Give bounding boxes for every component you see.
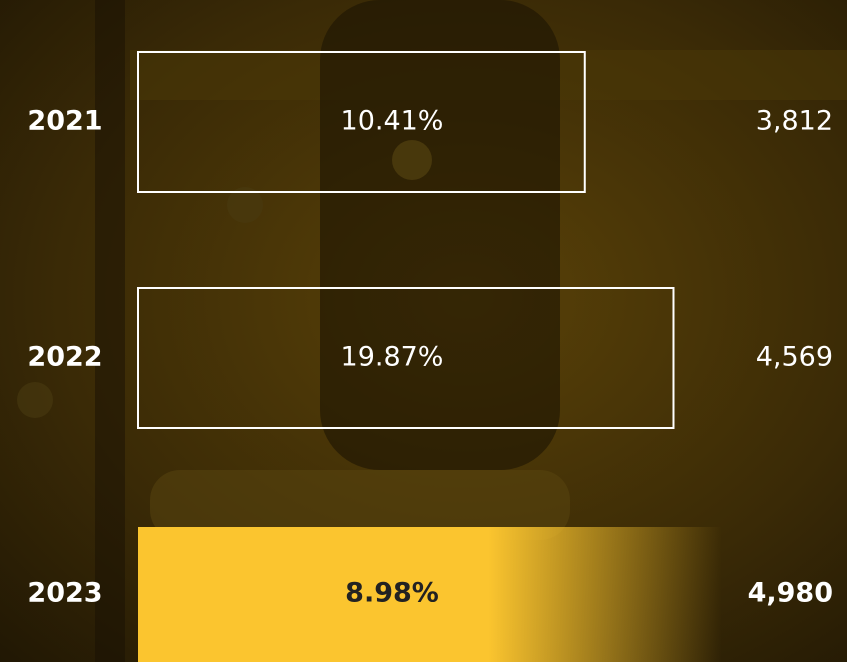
page: {"chart_data": {"type": "bar", "orientat… — [0, 0, 847, 662]
value-label: 3,812 — [756, 106, 833, 137]
category-label: 2023 — [27, 578, 102, 609]
value-label: 4,980 — [748, 578, 833, 609]
value-label: 4,569 — [756, 342, 833, 373]
change-label: 8.98% — [345, 578, 439, 609]
change-label: 19.87% — [341, 342, 444, 373]
category-label: 2021 — [27, 106, 102, 137]
change-label: 10.41% — [341, 106, 444, 137]
chart: 2021 10.41% 3,812 2022 19.87% 4,569 2023 8.98% 4… — [0, 0, 847, 662]
category-label: 2022 — [27, 342, 102, 373]
